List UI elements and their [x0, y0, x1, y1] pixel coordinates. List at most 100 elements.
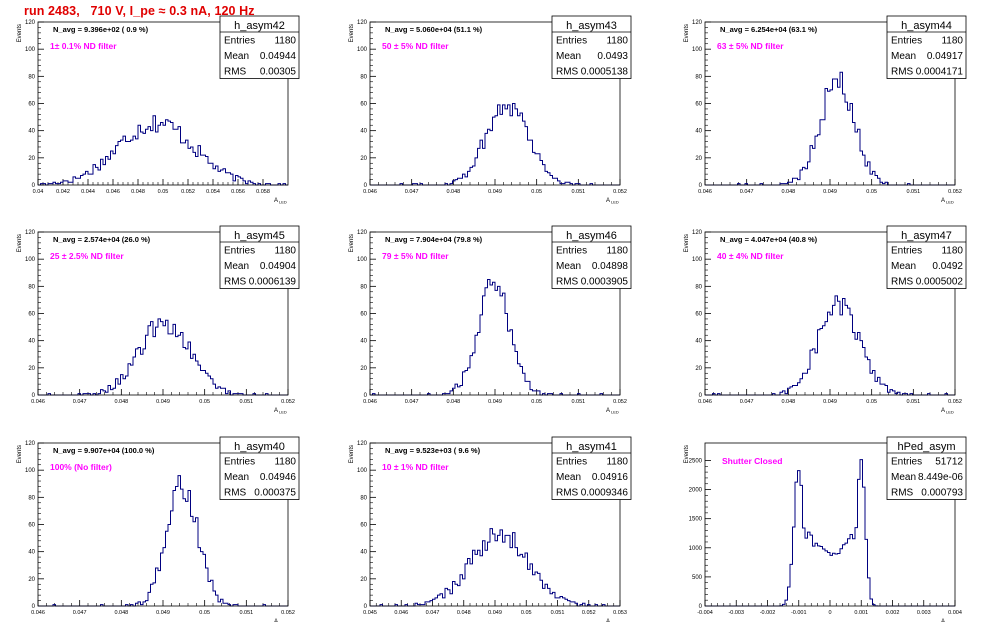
- x-tick-label: 0.051: [906, 189, 920, 195]
- y-tick-label: 0: [699, 393, 703, 399]
- plot-frame: [37, 442, 289, 607]
- y-tick-label: 20: [28, 366, 35, 372]
- y-axis-label: Events: [684, 445, 690, 463]
- filter-annotation: 10 ± 1% ND filter: [382, 462, 449, 472]
- x-tick-label: 0.046: [106, 189, 120, 195]
- y-tick-label: 60: [695, 102, 702, 108]
- filter-annotation: 63 ± 5% ND filter: [717, 41, 784, 51]
- x-tick-label: 0.05: [531, 399, 542, 405]
- stats-key-rms: RMS: [224, 277, 247, 288]
- x-tick-label: 0.051: [239, 399, 253, 405]
- y-axis-label: Events: [349, 445, 355, 463]
- x-tick-label: 0.052: [582, 610, 596, 616]
- stats-key-mean: Mean: [224, 472, 249, 483]
- stats-key-mean: Mean: [891, 472, 916, 483]
- stats-key-mean: Mean: [891, 261, 916, 272]
- x-tick-label: 0.049: [156, 610, 170, 616]
- x-tick-label: 0.046: [363, 399, 377, 405]
- y-tick-label: 40: [28, 129, 35, 135]
- x-tick-label: 0.051: [906, 399, 920, 405]
- stats-value-mean: 0.04944: [260, 51, 297, 62]
- plot-frame: [369, 21, 621, 186]
- y-tick-label: 120: [25, 20, 36, 26]
- y-tick-label: 80: [28, 284, 35, 290]
- stats-value-entries: 1180: [274, 36, 296, 47]
- histogram-line: [705, 71, 955, 186]
- y-tick-label: 20: [695, 156, 702, 162]
- stats-key-rms: RMS: [556, 277, 579, 288]
- x-tick-label: 0.052: [281, 610, 295, 616]
- y-tick-label: 20: [28, 156, 35, 162]
- x-tick-label: 0.052: [948, 189, 962, 195]
- y-tick-label: 0: [364, 604, 368, 610]
- y-tick-label: 100: [357, 47, 368, 53]
- run-title: run 2483, 710 V, I_pe ≈ 0.3 nA, 120 Hz: [24, 4, 255, 18]
- panel-h_asym43: 0 20 40 60 80 100 120 0.046 0.047 0.048 0.049 0.05 0…: [349, 15, 632, 205]
- x-tick-label: 0.046: [31, 399, 45, 405]
- histogram-line: [705, 295, 955, 396]
- filter-annotation: 50 ± 5% ND filter: [382, 41, 449, 51]
- y-tick-label: 40: [28, 339, 35, 345]
- stats-key-mean: Mean: [556, 261, 581, 272]
- x-tick-label: 0.04: [33, 189, 44, 195]
- x-tick-label: 0.05: [521, 610, 532, 616]
- histogram-name: h_asym43: [566, 20, 617, 32]
- y-tick-label: 20: [28, 577, 35, 583]
- n-avg-label: N_avg = 9.396e+02 ( 0.9 %): [53, 25, 149, 34]
- stats-value-entries: 1180: [606, 457, 628, 468]
- y-tick-label: 80: [695, 284, 702, 290]
- stats-key-mean: Mean: [556, 472, 581, 483]
- x-tick-label: 0.056: [231, 189, 245, 195]
- y-tick-label: 60: [695, 312, 702, 318]
- stats-box: [219, 15, 300, 79]
- y-tick-label: 40: [28, 550, 35, 556]
- x-tick-label: 0.048: [114, 399, 128, 405]
- plot-frame: [37, 21, 289, 186]
- x-tick-label: 0.052: [281, 399, 295, 405]
- x-tick-label: 0.052: [613, 189, 627, 195]
- filter-annotation: 1± 0.1% ND filter: [50, 41, 117, 51]
- x-tick-label: 0.046: [394, 610, 408, 616]
- x-tick-label: 0.052: [613, 399, 627, 405]
- panel-h_asym40: 0 20 40 60 80 100 120 0.046 0.047 0.048 0.049 0.05 0…: [17, 436, 300, 622]
- x-tick-label: 0.05: [199, 610, 210, 616]
- x-tick-label: 0.05: [531, 189, 542, 195]
- x-tick-label: 0.053: [613, 610, 627, 616]
- panel-h_asym44: 0 20 40 60 80 100 120 0.046 0.047 0.048 0.049 0.05 0…: [684, 15, 967, 205]
- y-tick-label: 100: [25, 257, 36, 263]
- stats-value-rms: 0.0004171: [916, 67, 964, 78]
- n-avg-label: N_avg = 9.523e+03 ( 9.6 %): [385, 446, 481, 455]
- histogram-name: h_asym44: [901, 20, 952, 32]
- y-axis-label: Events: [349, 24, 355, 42]
- y-tick-label: 80: [695, 74, 702, 80]
- x-axis-label-sub: LED: [946, 200, 954, 205]
- x-axis-label-sub: LED: [279, 200, 287, 205]
- y-tick-label: 20: [360, 156, 367, 162]
- x-tick-label: 0.046: [698, 399, 712, 405]
- x-tick-label: 0.047: [740, 189, 754, 195]
- y-axis-label: Events: [17, 234, 23, 252]
- x-tick-label: -0.002: [760, 610, 776, 616]
- panel-h_asym47: 0 20 40 60 80 100 120 0.046 0.047 0.048 0.049 0.05 0…: [684, 225, 967, 415]
- y-tick-label: 120: [357, 230, 368, 236]
- y-tick-label: 60: [28, 523, 35, 529]
- y-axis-label: Events: [349, 234, 355, 252]
- y-tick-label: 100: [692, 257, 703, 263]
- stats-key-entries: Entries: [224, 457, 255, 468]
- y-tick-label: 1000: [689, 546, 703, 552]
- x-tick-label: 0.004: [948, 610, 962, 616]
- x-tick-label: 0.048: [131, 189, 145, 195]
- y-tick-label: 20: [360, 366, 367, 372]
- y-tick-label: 0: [32, 183, 36, 189]
- x-tick-label: 0.052: [181, 189, 195, 195]
- stats-box: [886, 15, 967, 79]
- x-axis-label: A: [941, 408, 945, 414]
- stats-value-entries: 51712: [935, 457, 963, 468]
- x-tick-label: 0.05: [158, 189, 169, 195]
- y-tick-label: 20: [360, 577, 367, 583]
- x-tick-label: 0.046: [698, 189, 712, 195]
- stats-key-rms: RMS: [891, 488, 914, 499]
- histogram-line: [38, 318, 288, 396]
- stats-key-mean: Mean: [224, 51, 249, 62]
